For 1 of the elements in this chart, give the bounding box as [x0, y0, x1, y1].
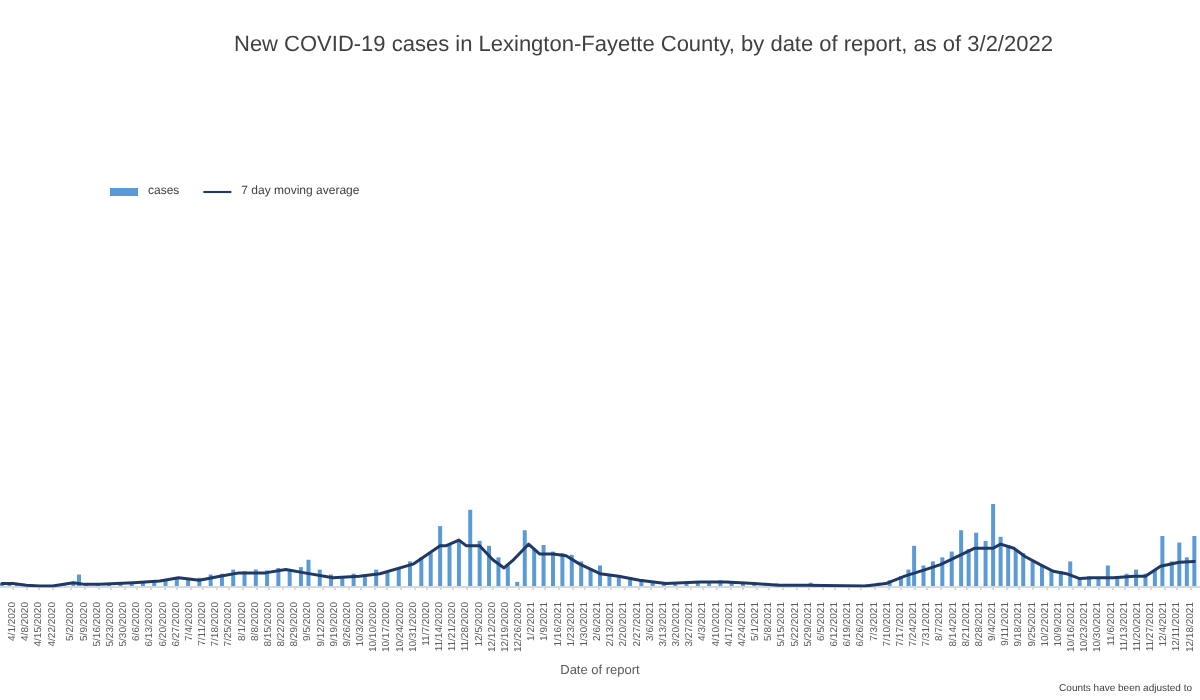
chart-title: New COVID-19 cases in Lexington-Fayette County, by date of report, as of 3/2/2022	[234, 33, 1053, 57]
